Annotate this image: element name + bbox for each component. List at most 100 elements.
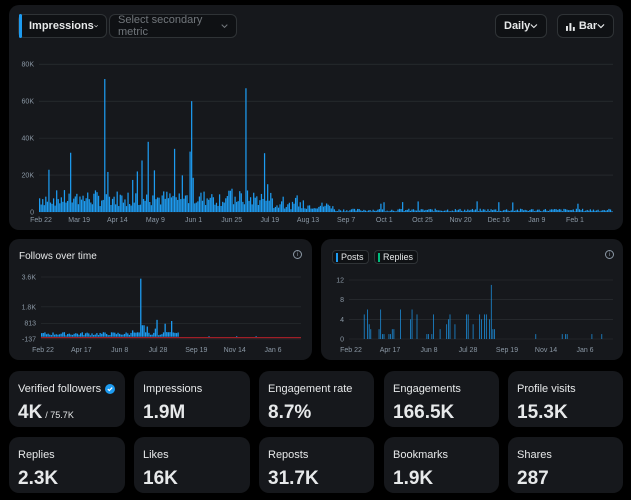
impressions-bar (470, 209, 472, 212)
follows-bar (146, 326, 148, 337)
stat-card-engagement-rate[interactable]: Engagement rate 8.7% (259, 371, 374, 427)
follows-bar (54, 334, 56, 337)
stat-card-engagements[interactable]: Engagements 166.5K (384, 371, 499, 427)
x-tick-label: Jul 19 (261, 217, 280, 224)
impressions-bar (59, 203, 61, 212)
impressions-bar (392, 210, 394, 212)
x-tick-label: Apr 17 (380, 347, 401, 354)
posts-bar-chart: 0 4 8 12 Feb 22 Apr 17 Jun 8 Jul 28 Sep 19 Nov 14… (336, 278, 613, 354)
impressions-bar (409, 210, 412, 212)
primary-metric-dropdown[interactable]: Impressions (18, 14, 107, 38)
impressions-bar (279, 204, 281, 212)
impressions-bar (527, 210, 529, 212)
impressions-bar (88, 199, 90, 212)
posts-bar (485, 314, 487, 339)
follows-bar (50, 335, 53, 337)
impressions-bar (510, 210, 512, 212)
impressions-bar (268, 200, 270, 212)
impressions-bar (600, 210, 602, 212)
impressions-bar (564, 209, 567, 212)
secondary-metric-dropdown[interactable]: Select secondary metric (109, 14, 237, 38)
impressions-bar (451, 210, 453, 212)
impressions-bar (56, 190, 58, 212)
stat-card-replies[interactable]: Replies 2.3K (9, 437, 125, 493)
impressions-bar (457, 209, 460, 212)
impressions-bar (516, 209, 519, 212)
stat-label: Bookmarks (393, 449, 449, 461)
impressions-bar (389, 210, 391, 212)
follows-bar (88, 333, 90, 337)
stat-card-impressions[interactable]: Impressions 1.9M (134, 371, 250, 427)
follows-bar (136, 332, 139, 337)
impressions-bar (43, 205, 45, 212)
posts-replies-chart-card: Posts Replies i 0 4 8 12 Feb 22 Apr 17 Jun 8 Ju… (321, 239, 623, 360)
interval-dropdown[interactable]: Daily (495, 14, 547, 38)
impressions-bar (135, 193, 137, 212)
impressions-bar (509, 211, 511, 212)
follows-bar (107, 335, 109, 337)
stat-card-likes[interactable]: Likes 16K (134, 437, 250, 493)
stat-card-verified-followers[interactable]: Verified followers 4K/ 75.7K (9, 371, 125, 427)
follows-bar (96, 333, 98, 337)
impressions-bar (240, 193, 242, 212)
impressions-bar (141, 160, 143, 212)
impressions-bar (574, 211, 576, 212)
follows-bar (52, 332, 54, 337)
impressions-bar (291, 201, 294, 212)
impressions-bar (263, 153, 266, 212)
impressions-bar (249, 197, 252, 212)
impressions-bar (560, 209, 562, 212)
posts-bar (566, 334, 568, 339)
impressions-bar (541, 211, 543, 212)
impressions-bar (433, 211, 435, 212)
stat-label: Impressions (143, 383, 203, 395)
posts-bar (391, 329, 393, 339)
info-icon[interactable]: i (605, 250, 614, 259)
impressions-bar (589, 209, 591, 212)
follows-bar (171, 321, 173, 337)
x-tick-label: Sep 7 (337, 217, 355, 224)
legend-posts[interactable]: Posts (332, 250, 369, 264)
chevron-down-icon (530, 24, 538, 29)
impressions-bar (192, 177, 194, 212)
posts-swatch (336, 252, 338, 262)
follows-bar (169, 332, 171, 337)
stat-subvalue: / 75.7K (45, 410, 74, 420)
impressions-bar (378, 209, 380, 212)
impressions-bar (422, 209, 424, 212)
posts-bar (449, 314, 451, 339)
impressions-bar (150, 205, 152, 212)
stat-card-shares[interactable]: Shares 287 (508, 437, 623, 493)
impressions-bar (490, 209, 492, 212)
impressions-bar (439, 210, 441, 212)
impressions-bar (251, 204, 253, 212)
impressions-bar (170, 197, 173, 212)
impressions-bar (225, 198, 227, 212)
impressions-bar (493, 209, 495, 212)
stat-card-profile-visits[interactable]: Profile visits 15.3K (508, 371, 623, 427)
impressions-bar (552, 209, 554, 212)
impressions-bar (344, 211, 346, 212)
stat-card-bookmarks[interactable]: Bookmarks 1.9K (384, 437, 499, 493)
legend-replies[interactable]: Replies (374, 250, 419, 264)
follows-bar (106, 333, 108, 337)
impressions-bar (206, 198, 208, 212)
impressions-bar (434, 208, 436, 212)
stat-card-reposts[interactable]: Reposts 31.7K (259, 437, 374, 493)
impressions-bar (186, 195, 188, 212)
impressions-bar (561, 211, 564, 212)
follows-bar (70, 334, 72, 337)
impressions-bar (110, 204, 112, 212)
posts-bar (484, 314, 485, 339)
impressions-bar (566, 209, 568, 212)
follows-bar (158, 335, 160, 337)
posts-bar (472, 324, 474, 339)
x-tick-label: Mar 19 (68, 217, 90, 224)
follows-bar (120, 334, 122, 337)
info-icon[interactable]: i (293, 250, 302, 259)
impressions-bar (161, 195, 163, 212)
follows-bar (161, 334, 163, 337)
impressions-bar (71, 202, 73, 212)
impressions-bar (332, 206, 334, 212)
chart-type-dropdown[interactable]: Bar (557, 14, 614, 38)
